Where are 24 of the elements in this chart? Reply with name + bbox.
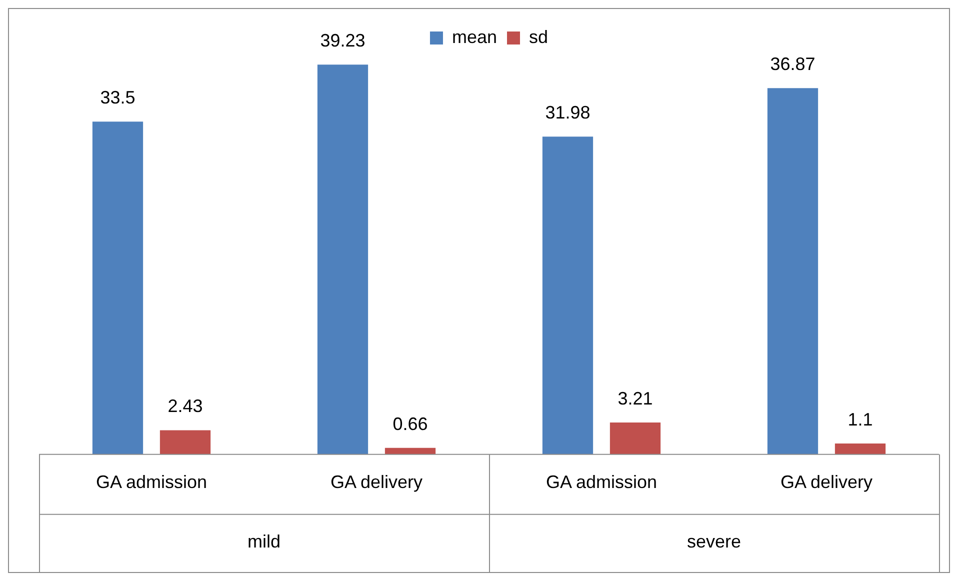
text: severe	[686, 531, 742, 552]
bar	[834, 443, 886, 454]
legend-label: sd	[529, 26, 548, 47]
bar	[384, 448, 436, 454]
bar	[160, 430, 211, 454]
data-label: 0.66	[392, 414, 428, 434]
data-label: 1.1	[848, 409, 873, 430]
data-label: 3.21	[618, 388, 653, 408]
x-tick-label: GA admission	[546, 472, 658, 492]
data-label: 2.43	[168, 396, 203, 416]
data-label: 36.87	[770, 54, 816, 74]
x-tick-label: GA admission	[96, 472, 208, 492]
legend-label: mean	[452, 26, 498, 47]
bar	[92, 122, 144, 454]
data-label: 39.23	[320, 30, 366, 51]
data-label: 31.98	[545, 102, 590, 123]
bar	[542, 136, 594, 454]
bar	[317, 64, 368, 454]
bar	[610, 422, 661, 454]
x-tick-label: GA delivery	[330, 472, 423, 492]
data-label: 33.5	[100, 88, 136, 108]
bar	[767, 88, 818, 454]
x-tick-label: GA delivery	[780, 472, 873, 492]
text: mild	[247, 531, 281, 552]
